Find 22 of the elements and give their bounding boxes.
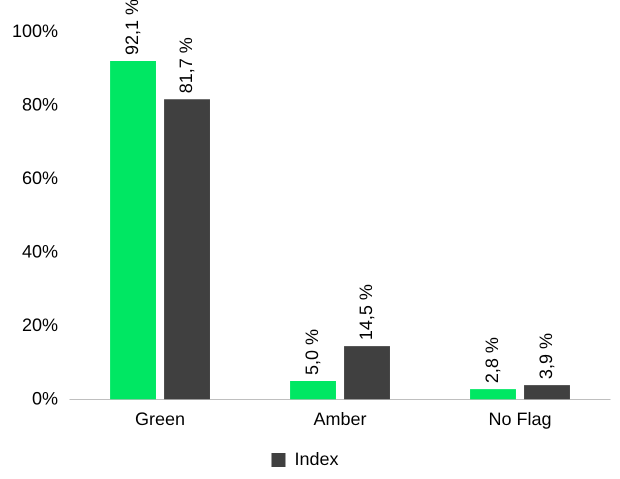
bar bbox=[290, 381, 336, 400]
bar bbox=[110, 61, 156, 400]
data-label: 3,9 % bbox=[536, 333, 556, 380]
data-label: 14,5 % bbox=[356, 284, 376, 340]
bar bbox=[344, 346, 390, 400]
bar bbox=[470, 389, 516, 400]
y-tick-label: 60% bbox=[22, 168, 58, 188]
y-tick-label: 0% bbox=[32, 388, 58, 408]
y-tick-label: 20% bbox=[22, 314, 58, 335]
bar bbox=[524, 385, 570, 400]
y-tick-label: 40% bbox=[22, 241, 58, 262]
data-label: 81,7 % bbox=[176, 37, 196, 94]
y-tick-label: 80% bbox=[22, 94, 58, 114]
y-tick-label: 100% bbox=[12, 20, 58, 41]
data-label: 2,8 % bbox=[482, 337, 502, 384]
data-label: 5,0 % bbox=[302, 329, 322, 376]
x-tick-label: Amber bbox=[314, 409, 367, 430]
legend-label: Index bbox=[294, 448, 339, 469]
x-tick-label: No Flag bbox=[488, 409, 552, 430]
data-label: 92,1 % bbox=[122, 0, 142, 56]
x-tick-label: Green bbox=[135, 409, 186, 430]
bar bbox=[164, 99, 210, 400]
